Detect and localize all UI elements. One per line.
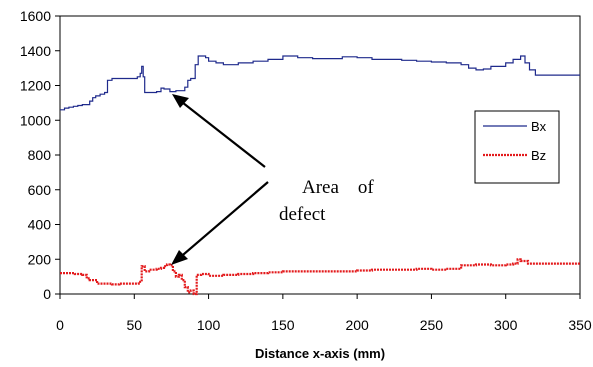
annotation-line-2: defect (279, 204, 326, 225)
x-tick-label: 350 (568, 317, 592, 333)
y-tick-label: 600 (28, 182, 52, 198)
x-tick-label: 50 (126, 317, 142, 333)
series-line-bx (60, 55, 580, 111)
x-tick-label: 250 (420, 317, 444, 333)
y-tick-label: 0 (43, 286, 51, 302)
x-tick-label: 100 (197, 317, 221, 333)
legend-label-bz: Bz (531, 148, 546, 163)
x-axis-title: Distance x-axis (mm) (255, 346, 385, 361)
legend-box (474, 110, 560, 184)
x-tick-label: 150 (271, 317, 295, 333)
y-tick-label: 1200 (20, 78, 51, 94)
annotation-line-1: Area of (302, 177, 374, 198)
x-tick-label: 0 (56, 317, 64, 333)
arrowhead-bz-icon (171, 250, 188, 265)
x-tick-label: 200 (345, 317, 369, 333)
y-tick-label: 1600 (20, 8, 51, 24)
y-axis: 0 200 400 600 800 1000 1200 1400 1600 (20, 8, 60, 302)
legend: Bx Bz (474, 110, 560, 184)
series-line-bz (60, 258, 580, 296)
y-tick-label: 200 (28, 251, 52, 267)
series-layer (60, 55, 580, 296)
y-tick-label: 400 (28, 217, 52, 233)
arrowhead-bx-icon (172, 94, 189, 108)
x-axis: 0 50 100 150 200 250 300 350 (56, 294, 592, 333)
y-tick-label: 800 (28, 147, 52, 163)
defect-annotation: Area of defect (171, 94, 374, 265)
legend-label-bx: Bx (531, 119, 547, 134)
arrow-to-bz-defect (176, 181, 269, 261)
arrow-to-bx-defect (177, 98, 266, 168)
y-tick-label: 1000 (20, 112, 51, 128)
y-tick-label: 1400 (20, 43, 51, 59)
x-tick-label: 300 (494, 317, 518, 333)
